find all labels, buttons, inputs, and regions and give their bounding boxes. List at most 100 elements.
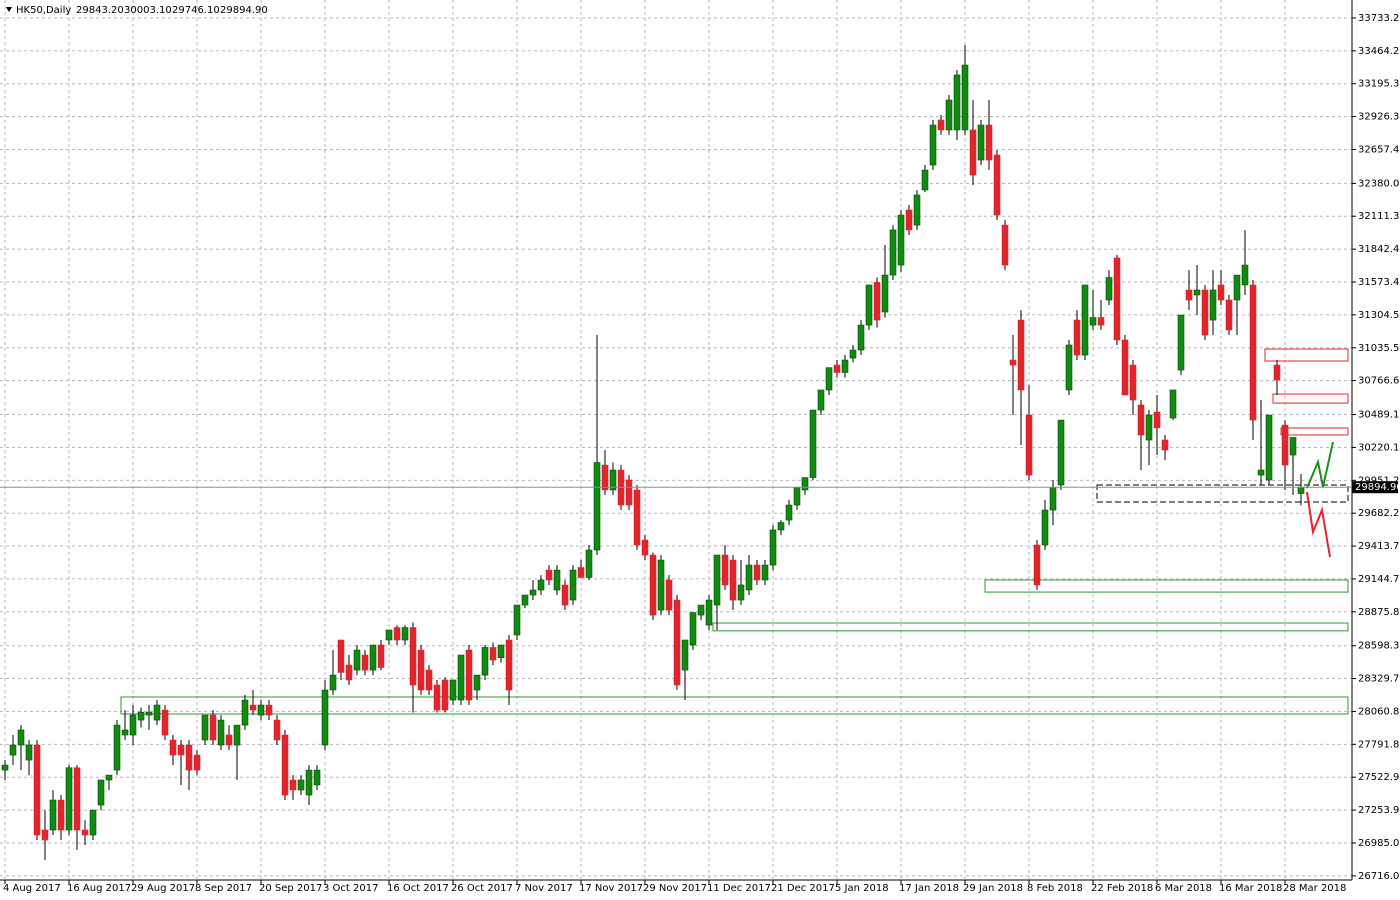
candle-body [137, 711, 145, 721]
candle-body [89, 809, 97, 836]
candle-body [537, 579, 545, 591]
y-tick-label: 31573.45 [1358, 277, 1400, 288]
candle-body [1065, 344, 1073, 391]
candle-body [897, 214, 905, 266]
candle-body [73, 767, 81, 831]
price-zone [1096, 484, 1349, 503]
candle-body [1249, 284, 1257, 421]
chart-title: HK50,Daily [16, 5, 71, 16]
candle-body [433, 684, 441, 711]
candle-body [241, 699, 249, 726]
x-tick-label: 8 Feb 2018 [1027, 883, 1083, 894]
candle-body [225, 734, 233, 746]
candle-body [1217, 284, 1225, 301]
price-zone [1264, 348, 1349, 362]
y-tick-label: 33195.35 [1358, 79, 1400, 90]
candle-body [785, 504, 793, 521]
candle-body [937, 119, 945, 131]
candle-body [1161, 439, 1169, 451]
candle-body [641, 539, 649, 556]
y-tick-label: 26985.00 [1358, 838, 1400, 849]
y-tick-label: 32657.40 [1358, 144, 1400, 155]
down-scenario-arrow [1306, 491, 1331, 558]
x-tick-label: 22 Feb 2018 [1091, 883, 1153, 894]
candle-body [969, 129, 977, 176]
candle-body [465, 649, 473, 701]
candle-body [1201, 289, 1209, 336]
candle-body [153, 704, 161, 721]
candle-body [1177, 314, 1185, 371]
candle-body [953, 74, 961, 131]
price-zone [1280, 427, 1349, 436]
candle-body [729, 559, 737, 601]
y-tick-label: 29413.70 [1358, 541, 1400, 552]
low-label: 29746.10 [172, 5, 220, 16]
candle-body [913, 194, 921, 226]
candle-body [825, 367, 833, 391]
candle-body [921, 169, 929, 191]
candle-body [553, 569, 561, 591]
candle-body [369, 644, 377, 671]
candle-body [961, 64, 969, 131]
candle-body [1113, 257, 1121, 341]
y-tick-label: 28060.80 [1358, 706, 1400, 717]
candle-body [665, 579, 673, 611]
candle-body [409, 627, 417, 686]
y-tick-label: 27253.95 [1358, 805, 1400, 816]
candle-body [193, 754, 201, 771]
x-tick-label: 29 Nov 2017 [643, 883, 707, 894]
x-tick-label: 16 Oct 2017 [387, 883, 449, 894]
y-tick-label: 33464.25 [1358, 46, 1400, 57]
candle-body [1073, 319, 1081, 356]
candle-body [305, 769, 313, 796]
candle-body [417, 649, 425, 691]
x-tick-label: 28 Mar 2018 [1283, 883, 1346, 894]
candle-body [425, 669, 433, 691]
y-tick-label: 29144.75 [1358, 574, 1400, 585]
candle-body [209, 714, 217, 741]
candle-body [1297, 486, 1305, 494]
high-label: 30003.10 [124, 5, 172, 16]
candle-body [145, 711, 153, 716]
candle-body [449, 679, 457, 701]
candle-body [377, 644, 385, 668]
candle-body [1153, 411, 1161, 429]
candle-body [681, 639, 689, 671]
candle-body [1009, 359, 1017, 366]
y-tick-label: 30220.15 [1358, 442, 1400, 453]
y-tick-label: 28875.80 [1358, 607, 1400, 618]
candle-body [129, 714, 137, 736]
candle-body [737, 584, 745, 601]
candle-body [41, 829, 49, 841]
candle-body [1145, 414, 1153, 441]
candle-body [1097, 317, 1105, 326]
candle-body [57, 799, 65, 831]
candles [1, 44, 1305, 861]
candle-body [529, 589, 537, 596]
candle-body [313, 769, 321, 786]
candle-body [233, 724, 241, 746]
candle-body [297, 779, 305, 791]
candle-body [121, 729, 129, 736]
candle-body [769, 529, 777, 566]
candle-body [905, 209, 913, 231]
candle-body [33, 744, 41, 836]
candle-body [585, 549, 593, 578]
candle-body [1057, 419, 1065, 486]
candle-body [1105, 277, 1113, 301]
candle-body [473, 674, 481, 691]
candle-body [353, 649, 361, 671]
candle-body [1025, 414, 1033, 476]
y-tick-label: 29951.20 [1358, 475, 1400, 486]
candle-body [713, 554, 721, 606]
candle-body [777, 522, 785, 531]
candle-body [497, 644, 505, 659]
last-price-label: 29894.90 [1355, 482, 1400, 493]
candle-body [81, 829, 89, 836]
candle-body [1225, 299, 1233, 331]
candle-body [833, 364, 841, 373]
candle-body [513, 604, 521, 636]
candle-body [217, 719, 225, 746]
candle-body [9, 744, 17, 756]
